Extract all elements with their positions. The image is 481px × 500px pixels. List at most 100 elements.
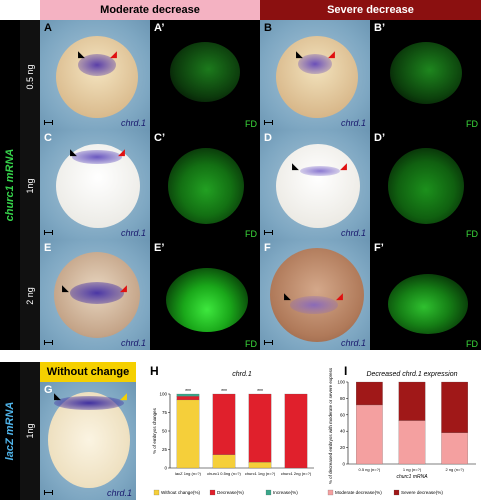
scale-bar-B: [264, 120, 273, 125]
fluorescence-C: [168, 148, 244, 224]
dose-label-0-5ng: 0.5 ng: [25, 64, 35, 90]
panel-label-D: D: [264, 132, 272, 144]
expression-F: [290, 296, 338, 314]
fluorescence-F: [388, 274, 468, 334]
legend-swatch-0: [327, 489, 334, 496]
bar-H-1-1: [212, 393, 236, 455]
panel-E-prime: E’ FD: [150, 240, 260, 350]
y-tick-label-2: 50: [162, 429, 168, 434]
black-arrowhead-A: ◣: [78, 49, 85, 59]
bar-H-0-1: [176, 396, 200, 401]
legend-label-2: Increase(%): [273, 490, 298, 495]
panel-label-C: C: [44, 132, 52, 144]
legend-swatch-2: [265, 489, 272, 496]
gene-label-A: chrd.1: [120, 118, 146, 128]
bar-H-0-2: [176, 393, 200, 397]
fluorescence-B: [390, 42, 462, 104]
panel-label-D-prime: D’: [374, 132, 385, 144]
black-arrowhead-E: ◣: [62, 283, 69, 293]
legend-swatch-1: [393, 489, 400, 496]
side-bar-bottom: [0, 362, 20, 500]
panel-F-prime: F’ FD: [370, 240, 481, 350]
header-severe-decrease: Severe decrease: [260, 0, 481, 20]
bar-I-0-1: [356, 381, 383, 406]
red-arrowhead-B: ◢: [328, 49, 335, 59]
bar-I-1-1: [398, 381, 426, 421]
dose-label-2ng: 2 ng: [25, 287, 35, 305]
expression-A: [78, 54, 116, 76]
bar-H-0-0: [176, 399, 200, 469]
y-tick-label-5: 100: [337, 380, 345, 385]
red-arrowhead-F: ◢: [336, 291, 343, 301]
fd-label-E: FD: [245, 339, 257, 349]
red-arrowhead-E: ◢: [120, 283, 127, 293]
red-arrowhead-A: ◢: [110, 49, 117, 59]
bar-H-2-1: [248, 393, 272, 463]
panel-D-prime: D’ FD: [370, 130, 481, 240]
red-arrowhead-D: ◢: [340, 161, 347, 171]
chart-title: Decreased chrd.1 expression: [366, 371, 457, 378]
panel-E: ◣ ◢ E chrd.1: [40, 240, 150, 350]
black-arrowhead-C: ◣: [70, 147, 77, 157]
panel-A-prime: A’ FD: [150, 20, 260, 130]
panel-label-H: H: [150, 364, 159, 378]
y-tick-label-2: 40: [340, 429, 346, 434]
header-without-change: Without change: [40, 362, 136, 382]
legend-label-1: Decrease(%): [217, 490, 244, 495]
side-label-lacz-text: lacZ mRNA: [4, 401, 16, 461]
panel-A: ◣ ◢ A chrd.1: [40, 20, 150, 130]
legend-swatch-1: [209, 489, 216, 496]
scale-bar-C: [44, 230, 53, 235]
chart-H: chrd.1 % of embryos changes 0 25 50 75 100 lacZ…: [152, 371, 314, 496]
legend-label-0: Without change(%): [161, 490, 201, 495]
panel-label-C-prime: C’: [154, 132, 165, 144]
x-tick-label-3: churc1 2ng (n=?): [281, 471, 312, 476]
panel-label-F: F: [264, 242, 271, 254]
black-arrowhead-F: ◣: [284, 291, 291, 301]
expression-E: [70, 282, 124, 304]
scale-bar-A: [44, 120, 53, 125]
bar-H-2-0: [248, 461, 272, 469]
side-label-churc1-text: churc1 mRNA: [4, 148, 16, 222]
yellow-arrowhead-G: ◢: [120, 391, 127, 401]
panel-label-B-prime: B’: [374, 22, 385, 34]
fluorescence-E: [166, 268, 248, 332]
embryo-F: [270, 248, 364, 342]
gene-label-E: chrd.1: [120, 338, 146, 348]
panel-C: ◣ ◢ C chrd.1: [40, 130, 150, 240]
chart-I: Decreased chrd.1 expression % of decrease…: [327, 368, 476, 496]
gene-label-G: chrd.1: [106, 488, 132, 498]
bar-I-2-0: [441, 432, 468, 465]
panel-label-E-prime: E’: [154, 242, 165, 254]
panel-label-I: I: [344, 364, 348, 378]
embryo-B: [276, 36, 358, 118]
dose-bar-bottom: [20, 362, 40, 500]
gene-label-F: chrd.1: [340, 338, 366, 348]
x-tick-label-2: 2 ng (n=?): [445, 467, 464, 472]
panel-label-E: E: [44, 242, 52, 254]
gene-label-C: chrd.1: [120, 228, 146, 238]
x-axis-label: churc1 mRNA: [396, 474, 428, 480]
panel-label-A-prime: A’: [154, 22, 165, 34]
y-tick-label-4: 80: [340, 396, 346, 401]
dose-label-1ng: 1ng: [25, 178, 35, 194]
fd-label-A: FD: [245, 119, 257, 129]
scale-bar-E: [44, 340, 53, 345]
fd-label-D: FD: [466, 229, 478, 239]
side-label-churc1: churc1 mRNA: [4, 149, 16, 222]
panel-label-F-prime: F’: [374, 242, 384, 254]
black-arrowhead-D: ◣: [292, 161, 299, 171]
y-axis-label: % of decreased embryos with moderate or …: [328, 368, 333, 484]
fd-label-B: FD: [466, 119, 478, 129]
panel-F: ◣ ◢ F chrd.1: [260, 240, 370, 350]
legend-swatch-0: [153, 489, 160, 496]
bar-H-3-1: [284, 393, 308, 469]
y-tick-label-1: 20: [340, 445, 346, 450]
significance-0: ***: [185, 389, 191, 395]
panel-label-G: G: [44, 384, 53, 396]
scale-bar-F: [264, 340, 273, 345]
black-arrowhead-B: ◣: [296, 49, 303, 59]
fd-label-F: FD: [466, 339, 478, 349]
dose-bar-top: [20, 20, 40, 350]
